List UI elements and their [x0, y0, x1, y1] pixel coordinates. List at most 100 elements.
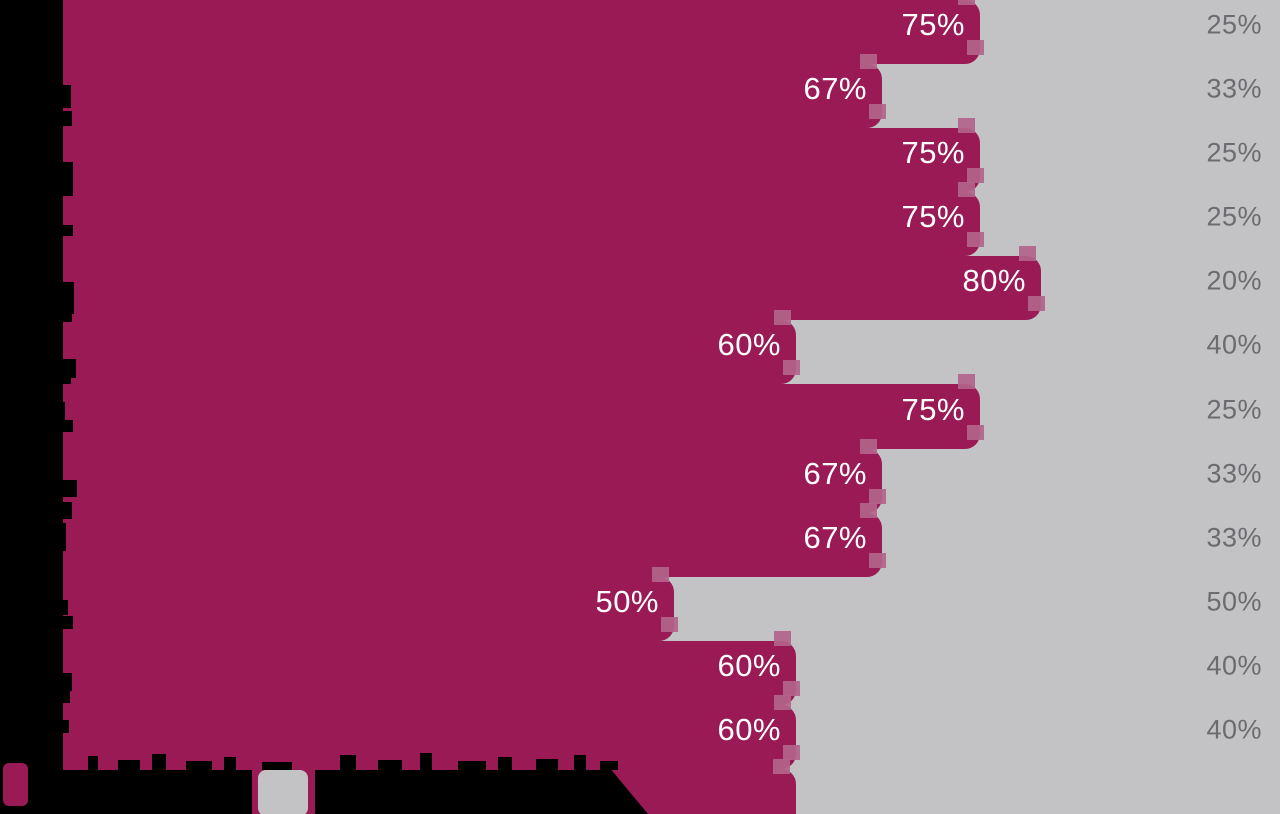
legend-swatch-primary: [3, 763, 28, 806]
remainder-bar-bottom-extension: [763, 769, 1280, 814]
bar-row: 60% 40%: [0, 630, 1280, 705]
corner-artifact: [860, 502, 877, 518]
primary-percent-label: 50%: [595, 583, 659, 619]
illegible-legend-text-fragment: [224, 757, 236, 770]
illegible-category-label-fragment: [59, 479, 77, 497]
illegible-legend-text-fragment: [88, 756, 98, 770]
remainder-percent-label: 25%: [1206, 137, 1262, 168]
remainder-percent-label: 33%: [1206, 522, 1262, 553]
primary-percent-label: 60%: [717, 647, 781, 683]
illegible-legend-text-fragment: [378, 760, 402, 770]
bar-row: 67% 33%: [0, 502, 1280, 581]
primary-bar: [63, 640, 796, 705]
remainder-percent-label: 25%: [1206, 394, 1262, 424]
primary-bar: [63, 256, 1041, 321]
remainder-percent-label: 40%: [1206, 714, 1262, 745]
primary-bar: [63, 192, 980, 257]
primary-bar: [63, 512, 882, 577]
primary-percent-label: 67%: [803, 455, 867, 491]
primary-bar: [63, 320, 796, 385]
bar-row: 75% 25%: [0, 374, 1280, 449]
corner-artifact: [661, 616, 678, 632]
primary-bar: [63, 576, 674, 641]
corner-artifact: [967, 424, 984, 440]
remainder-percent-label: 20%: [1206, 265, 1262, 296]
primary-bar: [63, 384, 980, 449]
primary-bar: [63, 128, 980, 193]
primary-percent-label: 60%: [717, 711, 781, 747]
corner-artifact: [773, 759, 790, 774]
primary-percent-label: 80%: [962, 263, 1026, 299]
illegible-category-label-fragment: [57, 719, 69, 733]
primary-bar: [63, 64, 882, 129]
remainder-percent-label: 40%: [1206, 329, 1262, 360]
illegible-category-label-fragment: [55, 30, 62, 40]
corner-artifact: [774, 630, 791, 646]
illegible-legend-text-fragment: [340, 755, 356, 770]
illegible-legend-text-fragment: [420, 753, 432, 770]
corner-artifact: [783, 744, 800, 760]
primary-percent-label: 75%: [901, 199, 965, 235]
illegible-category-label-fragment: [53, 599, 68, 615]
illegible-legend-text-fragment: [186, 761, 212, 770]
corner-artifact: [869, 488, 886, 504]
illegible-legend-text-fragment: [536, 759, 558, 770]
illegible-category-label-fragment: [56, 753, 63, 777]
remainder-percent-label: 40%: [1206, 650, 1262, 681]
primary-percent-label: 60%: [717, 327, 781, 363]
corner-artifact: [958, 0, 975, 5]
corner-artifact: [967, 40, 984, 56]
legend-swatch-remainder: [258, 770, 308, 814]
corner-artifact: [869, 552, 886, 568]
corner-artifact: [967, 168, 984, 184]
corner-artifact: [967, 232, 984, 248]
illegible-category-label-fragment: [60, 501, 72, 519]
illegible-category-label-fragment: [56, 522, 66, 551]
illegible-legend-text-fragment: [118, 760, 140, 770]
illegible-category-label-fragment: [55, 558, 63, 581]
illegible-legend-caption-2: [315, 770, 648, 814]
corner-artifact: [774, 310, 791, 326]
corner-artifact: [783, 360, 800, 376]
corner-artifact: [860, 54, 877, 70]
bar-row: 60% 40%: [0, 694, 1280, 777]
corner-artifact: [1019, 246, 1036, 262]
remainder-percent-label: 25%: [1206, 9, 1262, 40]
bar-row: 75% 25%: [0, 0, 1280, 65]
bar-row: 60% 40%: [0, 310, 1280, 385]
corner-artifact: [783, 680, 800, 696]
illegible-category-label-fragment: [61, 168, 71, 189]
remainder-percent-label: 25%: [1206, 201, 1262, 232]
primary-percent-label: 67%: [803, 519, 867, 555]
remainder-percent-label: 33%: [1206, 458, 1262, 489]
illegible-legend-text-fragment: [574, 755, 586, 770]
remainder-percent-label: 33%: [1206, 73, 1262, 104]
illegible-category-label-fragment: [56, 225, 73, 237]
bar-row: 67% 33%: [0, 438, 1280, 519]
corner-artifact: [774, 694, 791, 710]
illegible-legend-text-fragment: [498, 757, 512, 770]
remainder-percent-label: 50%: [1206, 586, 1262, 617]
primary-percent-label: 67%: [803, 71, 867, 107]
bar-row: 75% 25%: [0, 118, 1280, 197]
corner-artifact: [958, 118, 975, 134]
bar-row: 67% 33%: [0, 54, 1280, 129]
corner-artifact: [958, 374, 975, 390]
bar-row: 80% 20%: [0, 246, 1280, 323]
bar-row: 75% 25%: [0, 182, 1280, 257]
illegible-legend-text-fragment: [600, 761, 618, 770]
illegible-legend-caption-1: [33, 770, 252, 814]
illegible-category-label-fragment: [50, 8, 59, 20]
illegible-category-label-fragment: [51, 205, 62, 227]
primary-percent-label: 75%: [901, 135, 965, 171]
primary-bar: [63, 448, 882, 513]
illegible-category-label-fragment: [58, 615, 73, 629]
primary-percent-label: 75%: [901, 7, 965, 43]
illegible-category-label-fragment: [58, 111, 72, 127]
bar-row: 50% 50%: [0, 566, 1280, 641]
illegible-category-label-fragment: [57, 85, 71, 109]
illegible-legend-text-fragment: [262, 762, 292, 770]
illegible-category-label-fragment: [61, 672, 72, 691]
illegible-category-label-fragment: [62, 363, 71, 385]
